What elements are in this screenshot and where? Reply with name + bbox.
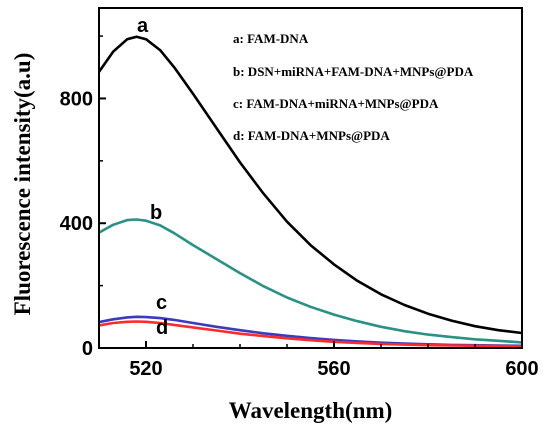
x-tick-label-520: 520 — [129, 358, 162, 380]
y-tick-label-0: 0 — [82, 338, 93, 360]
legend-item-c: c: FAM-DNA+miRNA+MNPs@PDA — [233, 96, 439, 111]
curve-label-b: b — [150, 202, 162, 224]
curve-label-d: d — [156, 317, 168, 339]
legend-item-d: d: FAM-DNA+MNPs@PDA — [233, 128, 390, 143]
plot-frame — [98, 7, 523, 349]
series-a-line — [99, 35, 522, 335]
series-d-line — [99, 320, 522, 348]
curve-label-c: c — [156, 292, 167, 314]
y-axis-title: Fluorescence intensity(a.u) — [10, 53, 35, 316]
series-b-line — [99, 218, 522, 344]
curves-group — [99, 35, 522, 348]
x-tick-label-560: 560 — [317, 358, 350, 380]
y-tick-label-800: 800 — [60, 88, 93, 110]
legend-item-b: b: DSN+miRNA+FAM-DNA+MNPs@PDA — [233, 64, 474, 79]
curve-labels-group: a b cd — [137, 15, 168, 339]
x-tick-label-600: 600 — [505, 358, 538, 380]
legend-item-a: a: FAM-DNA — [233, 31, 309, 46]
x-axis-title: Wavelength(nm) — [229, 398, 393, 423]
ticks-group: 520 560 600 0 400 800 — [60, 35, 539, 380]
y-tick-label-400: 400 — [60, 213, 93, 235]
curve-label-a: a — [137, 15, 149, 37]
legend: a: FAM-DNA b: DSN+miRNA+FAM-DNA+MNPs@PDA c… — [233, 31, 474, 143]
